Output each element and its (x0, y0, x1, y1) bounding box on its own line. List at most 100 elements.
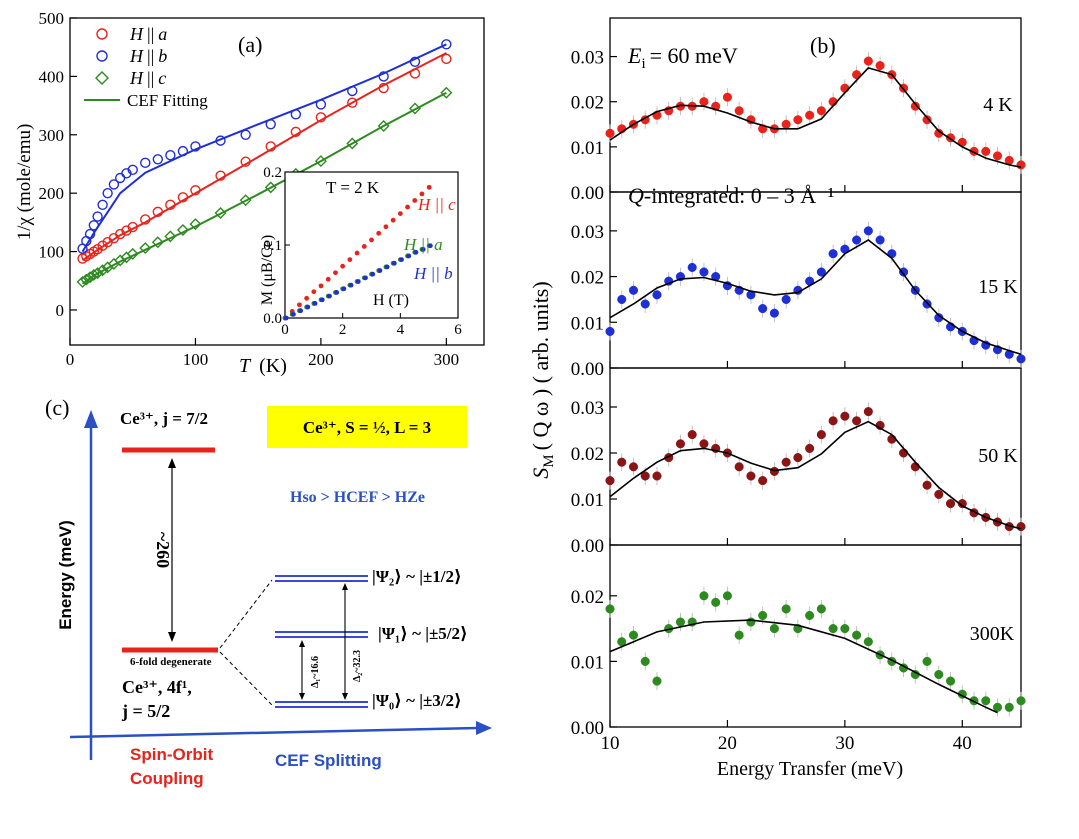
a-point (140, 214, 151, 225)
inset-xtick-label: 4 (397, 322, 405, 338)
b-point (840, 411, 850, 421)
panel-b-label: (b) (810, 33, 836, 58)
b-point (805, 443, 815, 453)
a-legend-text: H || c (129, 68, 166, 88)
cef-splitting-label: CEF Splitting (275, 751, 382, 770)
b-ytick-label: 0.02 (571, 268, 604, 289)
b-point (922, 480, 932, 490)
b-point (781, 294, 791, 304)
gap-arrow-head-down (168, 632, 176, 642)
inset-point (312, 301, 318, 306)
a-point (265, 141, 276, 152)
ground-label-2: j = 5/2 (121, 701, 170, 721)
panel-b-ticks: 0.00 0.01 0.02 0.03 0.00 0.01 0.02 0.03 0.00 0.01… (571, 48, 972, 754)
b-subplot-label: 15 K (978, 276, 1018, 298)
inset-ytick-label: 0.1 (263, 238, 282, 254)
b-point (711, 597, 721, 607)
a-ytick-label: 100 (39, 243, 65, 262)
b-point (605, 604, 615, 614)
b-point (875, 61, 885, 71)
inset-point (304, 295, 310, 301)
inset-xlabel: H (T) (373, 292, 409, 309)
b-ytick-label: 0.01 (571, 313, 604, 334)
inset-point (363, 275, 368, 281)
a-point (151, 236, 164, 249)
panel-a: 0 100 200 300 0 100 200 300 400 500 (a) 1/χ (mole… (14, 9, 485, 377)
a-point (240, 129, 251, 140)
psi0-label: |Ψ₀⟩ ~ |±3/2⟩ (372, 691, 462, 710)
top-level-label: Ce³⁺, j = 7/2 (120, 409, 208, 428)
a-point (190, 141, 201, 152)
b-point (828, 416, 838, 426)
inset-point (311, 289, 317, 295)
b-point (828, 249, 838, 259)
a-point (164, 230, 177, 243)
b-point (640, 299, 650, 309)
a-point (378, 71, 389, 82)
a-legend-text: H || a (129, 24, 167, 44)
b-point (1004, 702, 1014, 712)
a-point (152, 206, 164, 218)
a-point (126, 247, 139, 260)
a-ytick-label: 400 (39, 67, 65, 86)
inset-point (348, 282, 354, 288)
a-point (377, 120, 390, 133)
inset-point (419, 191, 425, 197)
delta1-head-down (299, 693, 305, 700)
inset-point (325, 276, 331, 282)
b-point (1016, 696, 1026, 706)
panel-a-frame (69, 17, 485, 346)
b-point (746, 617, 756, 627)
b-subplot-label: 4 K (983, 94, 1013, 116)
hierarchy-text: Hso > HCEF > HZe (290, 489, 425, 506)
a-point (265, 119, 276, 130)
b-fit-line (609, 420, 1022, 530)
a-point (140, 157, 151, 169)
a-point (314, 155, 327, 168)
b-point (852, 630, 862, 640)
inset-title: T = 2 K (326, 178, 380, 197)
panel-b-ei-sub: i (641, 56, 645, 72)
b-point (945, 676, 956, 686)
delta2-head-down (342, 693, 348, 700)
inset-label-b: H || b (413, 264, 453, 283)
b-fit-line (609, 619, 998, 714)
b-point (981, 146, 991, 156)
a-point (177, 192, 189, 203)
inset-point (341, 286, 347, 292)
b-ytick-label: 0.03 (571, 48, 604, 69)
a-xtick-label: 200 (308, 350, 334, 369)
b-point (922, 656, 932, 666)
degenerate-label: 6-fold degenerate (130, 656, 212, 668)
b-point (617, 294, 627, 304)
b-point (652, 676, 662, 686)
b-point (652, 290, 662, 300)
a-legend-suffix: a (158, 24, 167, 44)
a-ytick-label: 200 (39, 184, 65, 203)
panel-b-q-symbol: Q (628, 183, 644, 208)
b-ytick-label: 0.01 (571, 138, 604, 159)
a-legend-marker (96, 28, 108, 40)
inset-point (333, 270, 338, 276)
b-point (840, 83, 850, 93)
b-point (605, 326, 615, 336)
a-ytick-label: 300 (39, 126, 65, 145)
inset-point (405, 204, 410, 210)
inset-point (426, 184, 432, 190)
panel-a-xlabel-unit: (K) (259, 355, 287, 377)
b-frame (609, 544, 1022, 728)
b-point (628, 285, 639, 295)
panel-b-ei: Ei = 60 meV (627, 43, 738, 72)
inset-ticks: 0 2 4 6 0.0 0.1 0.2 (263, 165, 462, 338)
b-ytick-label: 0.02 (571, 444, 604, 465)
panel-b-fit-lines (609, 66, 1022, 714)
a-point (315, 112, 327, 123)
inset-point (376, 230, 382, 236)
a-point (378, 82, 389, 94)
energy-axis-arrow (84, 410, 98, 428)
b-point (816, 106, 826, 116)
b-point (816, 604, 826, 614)
b-point (640, 471, 650, 481)
b-point (816, 267, 826, 277)
